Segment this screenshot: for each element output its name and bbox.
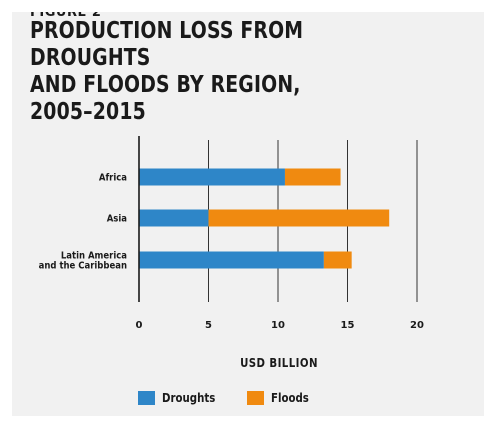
legend-item-droughts: Droughts (138, 391, 225, 405)
x-tick-label-15: 15 (341, 320, 355, 331)
chart-title-line-2: AND FLOODS BY REGION, (30, 72, 301, 98)
figure-label: FIGURE 2 (30, 12, 102, 20)
legend-swatch-floods (246, 391, 264, 405)
x-tick-label-0: 0 (136, 320, 143, 331)
chart-panel: FIGURE 2 PRODUCTION LOSS FROM DROUGHTS A… (12, 12, 484, 416)
x-tick-label-10: 10 (271, 320, 285, 331)
bar-droughts-0 (139, 168, 285, 186)
bar-floods-2 (323, 251, 352, 269)
chart-title-line-1: PRODUCTION LOSS FROM DROUGHTS (30, 18, 304, 71)
x-axis-label: USD BILLION (240, 356, 318, 370)
bar-droughts-2 (139, 251, 324, 269)
bar-floods-1 (208, 209, 390, 227)
category-label-1-0: Asia (107, 213, 127, 225)
x-tick-label-20: 20 (410, 320, 424, 331)
legend: Droughts Floods (138, 391, 337, 405)
legend-label-droughts: Droughts (162, 391, 216, 405)
chart-title: PRODUCTION LOSS FROM DROUGHTS AND FLOODS… (30, 18, 391, 126)
legend-item-floods: Floods (246, 391, 316, 405)
legend-label-floods: Floods (270, 391, 309, 405)
category-label-2-1: and the Caribbean (39, 260, 127, 272)
x-tick-label-5: 5 (205, 320, 212, 331)
bar-floods-0 (284, 168, 341, 186)
legend-swatch-droughts (138, 391, 155, 405)
category-label-0-0: Africa (99, 172, 127, 184)
category-label-2-0: Latin America (61, 250, 127, 262)
bar-droughts-1 (139, 209, 209, 227)
chart-title-line-3: 2005–2015 (30, 99, 146, 125)
